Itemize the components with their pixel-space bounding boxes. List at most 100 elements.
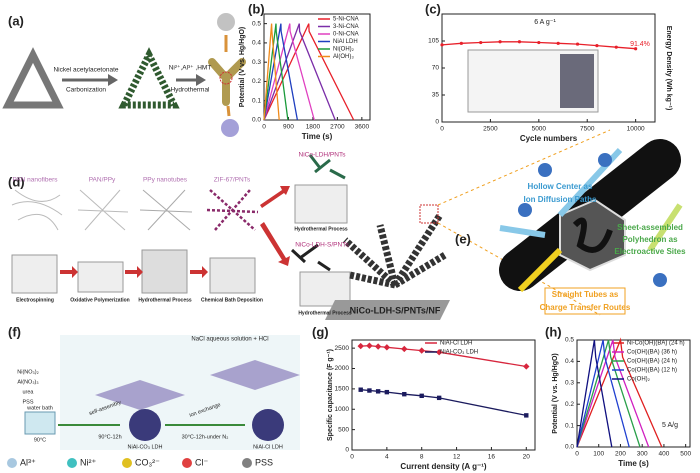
- marker: [575, 42, 580, 46]
- y-tick-label: 1500: [335, 386, 350, 393]
- y-tick-label: 0.0: [252, 117, 261, 124]
- reagent-label: Al(NO₃)₃: [17, 379, 38, 385]
- y-tick-label: 0.3: [565, 380, 574, 387]
- panel-d-arrows: [60, 186, 290, 278]
- reagent-label: Ni(NO₃)₂: [17, 369, 38, 375]
- marker: [479, 40, 483, 45]
- x-tick-label: 2500: [483, 126, 498, 133]
- series-line: [263, 23, 280, 121]
- inset-device: [560, 54, 594, 108]
- legend-label: 0-Ni-CNA: [333, 32, 359, 38]
- panel-e-schematic: [325, 129, 683, 320]
- y-tick-label: 0.4: [252, 40, 261, 47]
- feature-label: Sheet-assembled: [617, 223, 683, 232]
- annotation: 5 A/g: [662, 422, 678, 429]
- marker: [537, 40, 541, 45]
- marker: [358, 387, 363, 392]
- marker: [402, 391, 407, 397]
- x-tick-label: 10000: [627, 126, 645, 133]
- feature-label: Polyhedron as: [622, 235, 678, 244]
- substrate-label: NiCo-LDH-S/PNTs/NF: [350, 305, 441, 315]
- x-tick-label: 500: [680, 451, 691, 458]
- material-label: ZIF-67/PNTs: [214, 177, 251, 184]
- y-axis-label: Energy Density (Wh kg⁻¹): [665, 26, 672, 111]
- condition-label: 30°C-12h-under N₂: [182, 434, 229, 440]
- process-label: Oxidative Polymerization: [70, 297, 129, 303]
- process-label: Hydrothermal Process: [138, 297, 192, 303]
- legend-label: Ni-Co(OH)(BA) (24 h): [627, 341, 685, 347]
- marker: [523, 363, 530, 370]
- panel-a-schematic: [2, 13, 246, 137]
- product-label: NiAl-Cl LDH: [253, 444, 283, 450]
- y-tick-label: 0.2: [252, 78, 261, 85]
- x-tick-label: 0: [575, 451, 579, 458]
- series-line: [576, 339, 630, 448]
- panel-label: (f): [8, 324, 21, 339]
- legend-label: Al(OH)₃: [333, 54, 354, 60]
- panel-label: (b): [248, 1, 265, 16]
- x-tick-label: 8: [420, 454, 424, 461]
- y-tick-label: 0.4: [565, 358, 574, 365]
- x-tick-label: 3600: [355, 124, 370, 131]
- marker: [436, 395, 442, 401]
- condition-label: 90°C: [34, 437, 46, 443]
- step-label: Ni²⁺,Al³⁺ ,HMT: [169, 65, 212, 72]
- panel-label: (c): [425, 1, 441, 16]
- series-line: [576, 337, 663, 448]
- legend-label: Ni(OH)₂: [333, 47, 355, 53]
- marker: [367, 388, 372, 393]
- marker: [556, 41, 560, 45]
- y-tick-label: 0.1: [252, 97, 261, 104]
- legend-label: Ni²⁺: [80, 457, 96, 467]
- x-tick-label: 4: [385, 454, 389, 461]
- material-label: PAN/PPy: [89, 177, 116, 184]
- legend-label: Co(OH)(BA) (24 h): [627, 359, 677, 365]
- x-tick-label: 400: [658, 451, 669, 458]
- x-tick-label: 12: [453, 454, 461, 461]
- marker: [614, 45, 618, 49]
- series-line: [263, 23, 315, 121]
- legend-label: NiAl-CO₃ LDH: [440, 350, 478, 356]
- x-tick-label: 20: [523, 454, 531, 461]
- marker: [459, 41, 463, 45]
- y-tick-label: 105: [428, 38, 439, 45]
- marker: [524, 413, 529, 418]
- x-tick-label: 900: [283, 124, 294, 131]
- marker: [595, 44, 599, 48]
- material-label: PPy nanotubes: [143, 177, 188, 184]
- series-line: [576, 339, 641, 448]
- process-label: Hydrothermal Process: [298, 310, 352, 316]
- y-axis-label: Potential (V vs. Hg/HgO): [552, 353, 559, 434]
- y-axis-label: Specific capacitance (F g⁻¹): [327, 349, 334, 441]
- x-tick-label: 300: [637, 451, 648, 458]
- x-tick-label: 0: [262, 124, 266, 131]
- y-tick-label: 2500: [335, 345, 350, 352]
- marker: [401, 345, 408, 353]
- marker: [435, 349, 443, 356]
- y-tick-label: 0.2: [565, 401, 574, 408]
- legend-label: Al³⁺: [20, 457, 36, 467]
- marker: [419, 393, 424, 399]
- process-label: Electrospinning: [16, 297, 54, 303]
- legend-label: CO₃²⁻: [135, 457, 160, 467]
- series-line: [576, 339, 613, 448]
- marker: [440, 43, 444, 47]
- panel-label: (h): [545, 324, 562, 339]
- y-tick-label: 70: [432, 65, 440, 72]
- material-label: NiCo-LDH-S/PNTs: [295, 242, 349, 249]
- feature-label: Hollow Center as: [528, 182, 593, 191]
- y-tick-label: 0.1: [565, 422, 574, 429]
- feature-label: Electroactive Sites: [614, 247, 686, 256]
- legend-label: PSS: [255, 457, 273, 467]
- reagent-label: urea: [22, 389, 34, 395]
- x-tick-label: 16: [488, 454, 496, 461]
- series-line: [263, 23, 289, 121]
- reagent-label: PSS: [22, 399, 33, 405]
- condition-label: 90°C-12h: [98, 434, 121, 440]
- process-label: Hydrothermal Process: [294, 226, 348, 232]
- y-tick-label: 0.3: [252, 59, 261, 66]
- step-label: Hydrothermal: [170, 87, 210, 94]
- y-axis-label: Potential (V vs. Hg/HgO): [239, 27, 246, 108]
- x-tick-label: 100: [593, 451, 604, 458]
